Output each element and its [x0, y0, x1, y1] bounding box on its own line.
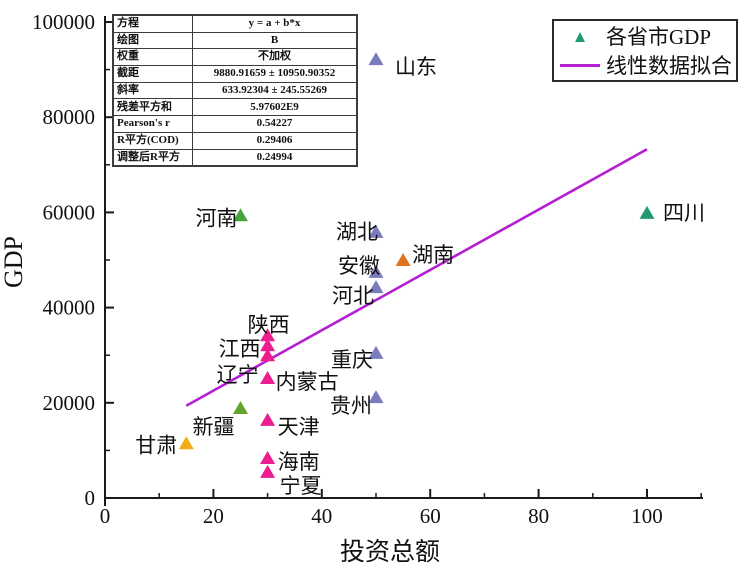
data-point-label: 湖北 [336, 220, 378, 244]
legend-label-fit: 线性数据拟合 [606, 54, 732, 78]
x-axis-title: 投资总额 [340, 538, 440, 566]
data-point-marker [260, 348, 276, 362]
regression-stats-table: 方程 y = a + b*x 绘图 B 权重 不加权 截距 9880.91659 ± 1095… [112, 14, 358, 168]
data-point-marker [368, 345, 384, 359]
stats-key: Pearson's r [112, 115, 193, 133]
data-point-label: 湖南 [412, 243, 454, 267]
data-point-label: 陕西 [248, 313, 290, 337]
y-tick-label: 40000 [43, 296, 96, 320]
data-point-marker [260, 412, 276, 426]
data-point-label: 贵州 [330, 394, 372, 418]
stats-value: 0.24994 [192, 148, 358, 167]
x-tick-label: 60 [420, 504, 441, 528]
stats-table-row: 权重 不加权 [112, 48, 358, 67]
legend-marker-cell [554, 63, 606, 67]
legend-item-fit: 线性数据拟合 [554, 51, 736, 79]
data-point-label: 宁夏 [280, 474, 322, 498]
data-point-label: 天津 [278, 415, 320, 439]
triangle-marker-icon: ▲ [571, 26, 589, 46]
data-point-marker [395, 253, 411, 266]
data-point-label: 辽宁 [217, 363, 259, 387]
legend-marker-cell: ▲ [554, 28, 606, 45]
data-point-label: 安徽 [338, 254, 380, 278]
data-point-label: 海南 [278, 450, 320, 474]
stats-table-row: R平方(COD) 0.29406 [112, 131, 358, 150]
y-axis-title: GDP [0, 236, 28, 288]
data-point-marker [260, 451, 276, 465]
stats-table-row: 方程 y = a + b*x [112, 14, 358, 33]
legend-item-provinces: ▲ 各省市GDP [554, 22, 736, 50]
stats-value: B [192, 31, 358, 50]
stats-table-row: 绘图 B [112, 31, 358, 50]
data-point-label: 河南 [196, 206, 238, 230]
stats-value: 633.92304 ± 245.55269 [192, 81, 358, 100]
stats-table-row: 截距 9880.91659 ± 10950.90352 [112, 65, 358, 83]
data-point-label: 河北 [332, 284, 374, 308]
y-tick-label: 0 [85, 486, 96, 510]
stats-value: 0.29406 [192, 131, 358, 150]
chart-legend: ▲ 各省市GDP 线性数据拟合 [552, 19, 738, 82]
x-tick-label: 20 [203, 504, 224, 528]
data-point-marker [178, 436, 194, 450]
data-point-marker [639, 205, 655, 219]
stats-table-row: 调整后R平方 0.24994 [112, 148, 358, 167]
stats-key: 方程 [112, 14, 193, 33]
data-point-label: 新疆 [193, 415, 235, 439]
y-tick-label: 20000 [43, 391, 96, 415]
data-point-label: 内蒙古 [276, 370, 339, 394]
data-point-marker [368, 224, 384, 238]
data-point-marker [260, 371, 276, 385]
stats-key: R平方(COD) [112, 131, 193, 150]
x-tick-label: 0 [100, 504, 111, 528]
data-point-label: 四川 [663, 201, 705, 225]
x-tick-label: 100 [631, 504, 663, 528]
stats-table-row: 斜率 633.92304 ± 245.55269 [112, 81, 358, 100]
x-tick-label: 40 [311, 504, 332, 528]
data-point-label: 江西 [219, 337, 261, 361]
stats-value: 9880.91659 ± 10950.90352 [192, 65, 358, 83]
data-point-marker [260, 328, 276, 342]
data-point-marker [233, 208, 248, 222]
x-tick-label: 80 [528, 504, 549, 528]
data-point-label: 甘肃 [135, 433, 177, 457]
y-tick-label: 100000 [32, 10, 95, 34]
data-point-marker [368, 280, 384, 294]
stats-table-body: 方程 y = a + b*x 绘图 B 权重 不加权 截距 9880.91659 ± 1095… [112, 14, 358, 167]
data-point-marker [368, 390, 384, 404]
y-tick-label: 60000 [43, 200, 96, 224]
y-tick-label: 80000 [43, 105, 96, 129]
stats-key: 斜率 [112, 81, 193, 100]
stats-table-row: Pearson's r 0.54227 [112, 115, 358, 133]
legend-label-provinces: 各省市GDP [606, 25, 712, 49]
stats-table: 方程 y = a + b*x 绘图 B 权重 不加权 截距 9880.91659 ± 1095… [112, 14, 358, 168]
data-point-marker [260, 338, 276, 352]
stats-value: 5.97602E9 [192, 98, 358, 117]
stats-value: 0.54227 [192, 115, 358, 133]
stats-key: 权重 [112, 48, 193, 67]
data-point-label: 重庆 [331, 348, 373, 372]
line-marker-icon [560, 63, 600, 67]
linear-fit-line [185, 148, 648, 407]
stats-key: 调整后R平方 [112, 148, 193, 167]
stats-value: y = a + b*x [192, 14, 358, 33]
data-point-marker [368, 52, 384, 66]
data-point-label: 山东 [395, 55, 437, 79]
stats-value: 不加权 [192, 48, 358, 67]
stats-key: 截距 [112, 65, 193, 83]
stats-key: 残差平方和 [112, 98, 193, 117]
data-point-marker [233, 401, 248, 415]
stats-key: 绘图 [112, 31, 193, 50]
data-point-marker [260, 464, 276, 478]
stats-table-row: 残差平方和 5.97602E9 [112, 98, 358, 117]
data-point-marker [368, 264, 384, 278]
